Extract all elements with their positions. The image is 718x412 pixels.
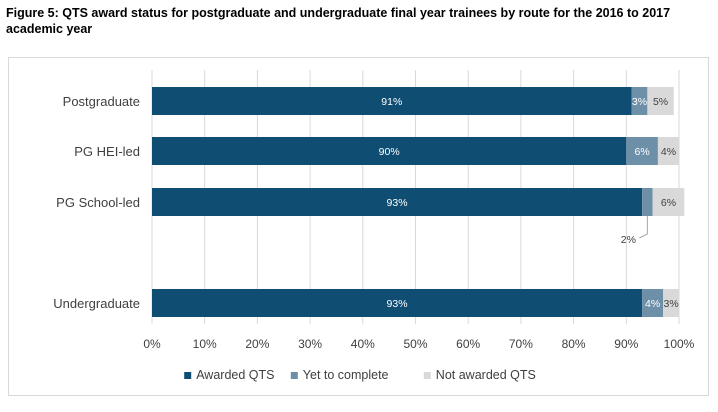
bar-segment [657, 137, 679, 165]
chart-area: 0% 10% 20% 30% 40% 50% 60% 70% 80% 90% 100% Postgra… [8, 57, 709, 396]
category-label: PG HEI-led [74, 144, 140, 159]
x-tick-label: 40% [351, 337, 375, 351]
figure-title: Figure 5: QTS award status for postgradu… [6, 6, 671, 36]
category-label: Postgraduate [63, 94, 140, 109]
legend-swatch [423, 372, 431, 379]
data-label: 93% [387, 197, 408, 209]
bar-segment [631, 87, 648, 115]
data-label: 2% [621, 234, 636, 246]
legend-label: Not awarded QTS [436, 368, 536, 382]
x-tick-label: 70% [509, 337, 533, 351]
x-tick-label: 100% [664, 337, 695, 351]
legend-swatch [290, 372, 298, 379]
x-tick-label: 0% [143, 337, 161, 351]
data-label: 90% [379, 146, 400, 158]
data-label: 4% [645, 298, 660, 310]
data-label: 3% [664, 298, 679, 310]
bar-segment [647, 87, 674, 115]
bar-segment [152, 289, 643, 317]
legend-label: Awarded QTS [196, 368, 274, 382]
legend-swatch [184, 372, 192, 379]
callout-line [639, 216, 648, 239]
bar-segment [642, 289, 664, 317]
x-tick-label: 30% [298, 337, 322, 351]
x-tick-label: 50% [403, 337, 427, 351]
bar-segment [652, 188, 685, 216]
stacked-bar-chart: 0% 10% 20% 30% 40% 50% 60% 70% 80% 90% 100% Postgra… [53, 70, 695, 382]
data-label: 6% [661, 197, 676, 209]
data-label: 6% [635, 146, 650, 158]
category-label: Undergraduate [53, 296, 140, 311]
data-label: 3% [632, 96, 647, 108]
x-tick-label: 60% [456, 337, 480, 351]
x-tick-label: 90% [614, 337, 638, 351]
bar-segment [663, 289, 679, 317]
bar-segment [152, 188, 643, 216]
x-tick-label: 80% [562, 337, 586, 351]
data-label: 93% [387, 298, 408, 310]
data-label: 5% [653, 96, 668, 108]
legend-label: Yet to complete [303, 368, 389, 382]
data-label: 4% [661, 146, 676, 158]
bar-segment [642, 188, 653, 216]
category-label: PG School-led [56, 195, 140, 210]
x-tick-label: 10% [193, 337, 217, 351]
bar-segment [152, 87, 632, 115]
bar-segment [152, 137, 627, 165]
data-label: 91% [381, 96, 402, 108]
bar-segment [626, 137, 658, 165]
x-tick-label: 20% [245, 337, 269, 351]
